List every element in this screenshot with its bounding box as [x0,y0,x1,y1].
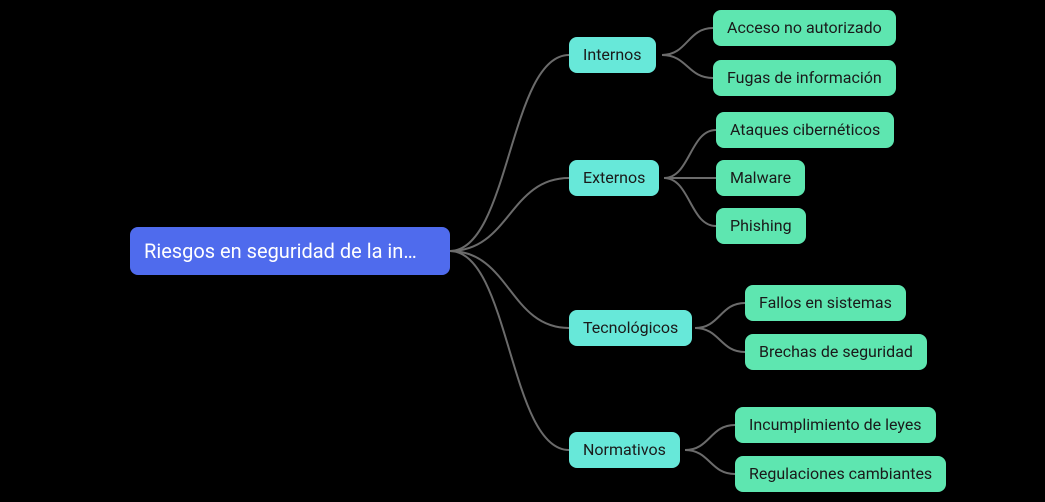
leaf-phishing: Phishing [716,208,806,244]
branch-externos-label: Externos [583,160,645,196]
leaf-ataques-ciberneticos: Ataques cibernéticos [716,112,894,148]
leaf-label: Phishing [730,208,792,244]
leaf-fugas-de-informacion: Fugas de información [713,60,896,96]
leaf-malware: Malware [716,160,805,196]
leaf-label: Malware [730,160,791,196]
leaf-label: Regulaciones cambiantes [749,456,932,492]
leaf-label: Incumplimiento de leyes [749,407,922,443]
root-node: Riesgos en seguridad de la in… [130,227,450,275]
leaf-brechas-de-seguridad: Brechas de seguridad [745,334,927,370]
branch-normativos-label: Normativos [583,432,666,468]
branch-tecnologicos: Tecnológicos [569,310,692,346]
branch-normativos: Normativos [569,432,680,468]
branch-tecnologicos-label: Tecnológicos [583,310,678,346]
branch-internos-label: Internos [583,37,642,73]
leaf-label: Acceso no autorizado [727,10,882,46]
leaf-regulaciones-cambiantes: Regulaciones cambiantes [735,456,946,492]
root-label: Riesgos en seguridad de la in… [144,239,417,263]
branch-internos: Internos [569,37,656,73]
leaf-acceso-no-autorizado: Acceso no autorizado [713,10,896,46]
leaf-label: Brechas de seguridad [759,334,913,370]
leaf-label: Fallos en sistemas [759,285,892,321]
branch-externos: Externos [569,160,659,196]
leaf-incumplimiento-de-leyes: Incumplimiento de leyes [735,407,936,443]
leaf-label: Ataques cibernéticos [730,112,880,148]
leaf-fallos-en-sistemas: Fallos en sistemas [745,285,906,321]
leaf-label: Fugas de información [727,60,882,96]
